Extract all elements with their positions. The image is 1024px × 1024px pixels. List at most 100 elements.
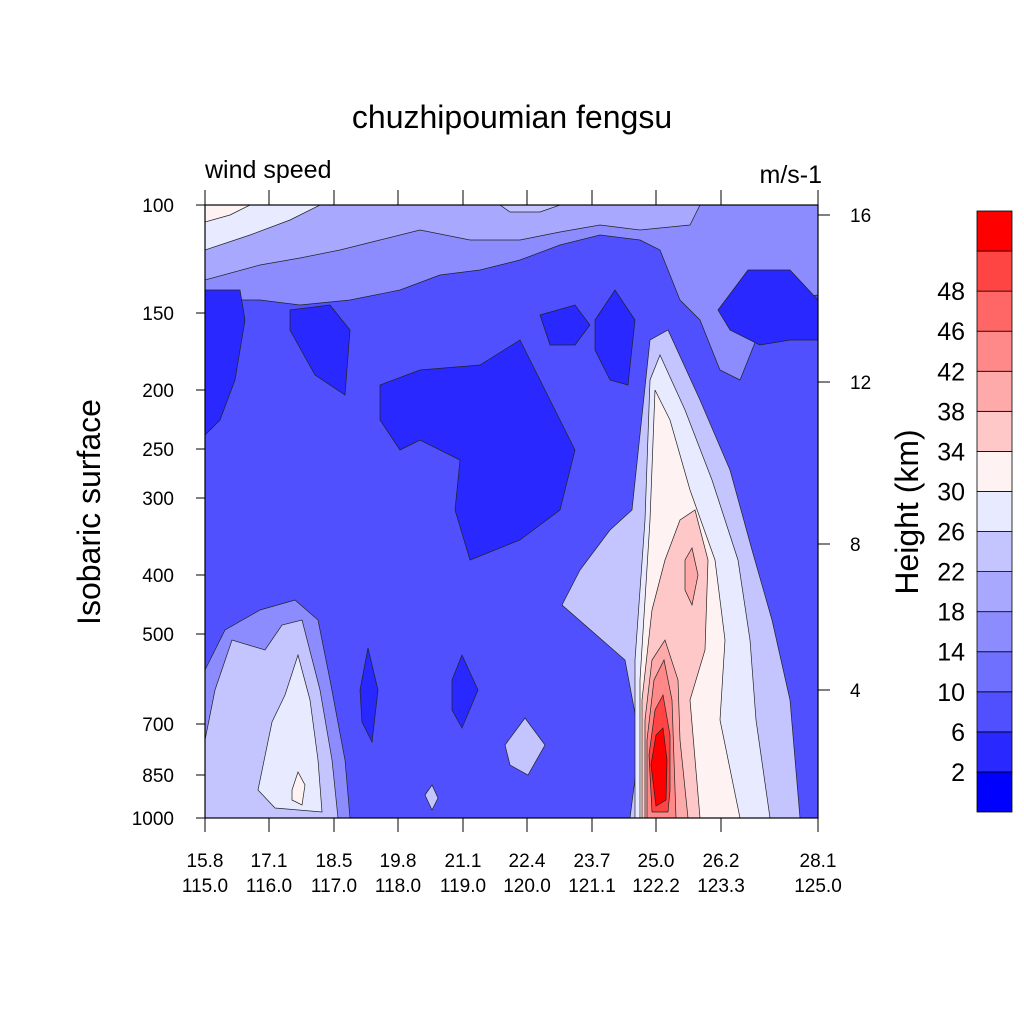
colorbar-box	[976, 691, 1013, 733]
contour-core-upper-1	[289, 304, 351, 396]
contour-core-low-2	[451, 654, 479, 729]
contour-core-low-1	[359, 647, 379, 744]
colorbar-box	[976, 410, 1013, 452]
contour-jet-38-upper	[684, 547, 699, 607]
x-tick-lat: 17.1	[251, 851, 288, 872]
y-tick: 200	[142, 381, 205, 402]
y2-tick-label: 16	[850, 206, 871, 227]
y-tick: 850	[142, 766, 205, 787]
x-tick-lon: 121.1	[568, 876, 616, 897]
x-tick-lat: 23.7	[574, 851, 611, 872]
y-tick-label: 250	[142, 440, 174, 461]
colorbar-box	[976, 651, 1013, 693]
colorbar-box	[976, 370, 1013, 412]
x-tick-lon: 115.0	[182, 876, 228, 897]
y-tick: 100	[142, 196, 205, 217]
contour-jet-48	[650, 727, 668, 807]
x-tick-lat: 25.0	[638, 851, 675, 872]
x-tick-lat: 28.1	[800, 851, 837, 872]
y2-tick: 8	[818, 535, 861, 556]
contour-small-1	[424, 784, 439, 811]
contour-core-upper-2	[539, 304, 591, 346]
chart-title: chuzhipoumian fengsu	[352, 99, 672, 135]
x-tick-lat: 15.8	[187, 851, 224, 872]
x-tick-lon: 117.0	[311, 876, 357, 897]
colorbar-box	[976, 571, 1013, 613]
colorbar-box	[976, 611, 1013, 653]
x-tick-lon: 125.0	[794, 876, 842, 897]
y2-tick: 4	[818, 681, 861, 702]
colorbar-box	[976, 771, 1013, 813]
colorbar-label: 42	[937, 358, 965, 386]
contour-band-26	[205, 205, 321, 251]
x-tick: 25.0 122.2	[632, 190, 680, 897]
colorbar-label: 34	[937, 438, 965, 466]
contour-core-left	[205, 289, 246, 440]
y-tick-label: 400	[142, 566, 174, 587]
x-tick: 21.1 119.0	[440, 190, 486, 897]
x-tick-lat: 22.4	[509, 851, 546, 872]
colorbar-box	[976, 450, 1013, 492]
y2-axis-label: Height (km)	[889, 429, 925, 594]
x-tick-lat: 21.1	[445, 851, 482, 872]
x-tick-lon: 122.2	[632, 876, 680, 897]
colorbar-label: 30	[937, 478, 965, 506]
x-tick: 22.4 120.0	[503, 190, 551, 897]
x-tick-lat: 18.5	[316, 851, 353, 872]
x-tick-lat: 19.8	[380, 851, 417, 872]
x-tick-lon: 120.0	[503, 876, 551, 897]
plot-frame	[204, 204, 819, 819]
y-tick: 250	[142, 440, 205, 461]
y-tick: 300	[142, 489, 205, 510]
y2-tick-label: 12	[850, 373, 871, 394]
contour-lowleft-30	[291, 771, 306, 806]
colorbar-label: 38	[937, 398, 965, 426]
left-axis: 100 150 200 250 300 400 500 700 850 1000	[132, 196, 205, 830]
contour-mid-22	[504, 717, 546, 776]
colorbar-box	[976, 250, 1013, 292]
right-subtitle: m/s-1	[760, 161, 823, 189]
x-tick: 28.1 125.0	[794, 190, 842, 897]
contour-band-24-top	[499, 205, 561, 213]
y2-tick: 16	[818, 206, 871, 227]
y-tick: 1000	[132, 809, 205, 830]
y-tick-label: 300	[142, 489, 174, 510]
y2-tick-label: 4	[850, 681, 861, 702]
contour-band-30-top	[205, 205, 251, 223]
y-tick: 400	[142, 566, 205, 587]
x-tick-lon: 118.0	[375, 876, 421, 897]
y-tick-label: 150	[142, 304, 174, 325]
x-tick: 23.7 121.1	[568, 190, 616, 897]
colorbar-box	[976, 731, 1013, 773]
x-tick-lat: 26.2	[703, 851, 740, 872]
x-tick: 15.8 115.0	[182, 190, 228, 897]
colorbar-label: 6	[951, 719, 965, 747]
y-tick-label: 700	[142, 715, 174, 736]
y-tick-label: 850	[142, 766, 174, 787]
y-tick: 150	[142, 304, 205, 325]
x-tick: 19.8 118.0	[375, 190, 421, 897]
x-tick-lon: 119.0	[440, 876, 486, 897]
y-tick-label: 1000	[132, 809, 174, 830]
colorbar-label: 18	[937, 599, 965, 627]
x-axis: 15.8 115.0 17.1 116.0 18.5 117.0 19.8 11…	[182, 190, 842, 897]
colorbar-label: 2	[951, 759, 965, 787]
colorbar-label: 26	[937, 519, 965, 547]
x-tick: 26.2 123.3	[697, 190, 745, 897]
y-tick-label: 200	[142, 381, 174, 402]
colorbar-box	[976, 330, 1013, 372]
y2-tick-label: 8	[850, 535, 861, 556]
contour-band-22	[205, 205, 701, 281]
contour-core-upper-right	[717, 269, 818, 346]
plot-area	[205, 205, 818, 818]
colorbar-label: 48	[937, 278, 965, 306]
colorbar-box	[976, 531, 1013, 572]
colorbar-box	[976, 290, 1013, 332]
right-axis: 16 12 8 4	[818, 206, 871, 702]
x-tick-lon: 123.3	[697, 876, 745, 897]
colorbar-label: 22	[937, 559, 965, 587]
y-tick: 700	[142, 715, 205, 736]
left-subtitle: wind speed	[204, 156, 331, 184]
